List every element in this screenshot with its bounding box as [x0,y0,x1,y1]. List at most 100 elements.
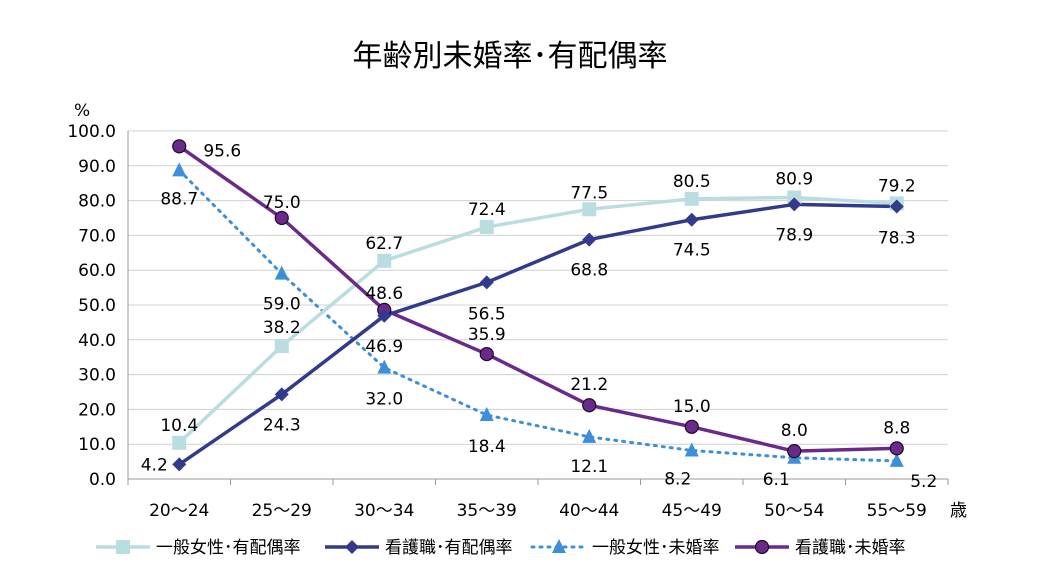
data-point-triangle [684,442,699,457]
y-tick-label: 100.0 [67,122,116,142]
legend-label: 一般女性･未婚率 [592,538,720,558]
data-label: 4.2 [141,455,168,475]
data-point-triangle [479,406,494,421]
data-label: 8.0 [781,421,808,441]
data-point-circle [172,139,187,154]
data-point-diamond [479,275,494,290]
data-point-diamond [377,308,392,323]
legend-marker-square [116,540,130,554]
data-point-triangle [377,359,392,374]
x-tick-label: 55〜59 [867,501,927,521]
legend-marker-circle [754,539,770,555]
x-axis-unit: 歳 [950,501,967,521]
legend-marker-diamond [345,540,359,554]
data-label: 21.2 [570,375,608,395]
data-point-square [377,253,392,268]
data-label: 10.4 [160,416,198,436]
x-tick-label: 25〜29 [252,501,312,521]
data-point-diamond [787,197,802,212]
data-label: 8.8 [883,418,910,438]
grid-lines [128,130,948,445]
y-tick-label: 0.0 [89,470,116,490]
data-label: 78.3 [878,229,916,249]
series-markers [172,139,904,472]
data-point-diamond [889,199,904,214]
data-label: 79.2 [878,176,916,196]
x-tick-label: 30〜34 [354,501,414,521]
data-point-triangle [582,428,597,443]
data-label: 24.3 [263,415,301,435]
y-tick-label: 70.0 [78,226,116,246]
y-tick-label: 30.0 [78,366,116,386]
data-point-square [274,339,289,354]
data-label: 38.2 [263,318,301,338]
y-tick-label: 80.0 [78,192,116,212]
legend-label: 看護職･有配偶率 [385,538,513,558]
y-tick-label: 90.0 [78,157,116,177]
data-label: 77.5 [570,183,608,203]
x-tick-label: 20〜24 [149,501,209,521]
y-tick-label: 50.0 [78,296,116,316]
x-tick-label: 50〜54 [764,501,824,521]
data-point-circle [582,398,597,413]
data-point-triangle [172,162,187,177]
data-label: 80.5 [673,172,711,192]
data-label: 56.5 [468,304,506,324]
data-point-triangle [274,265,289,280]
data-label: 75.0 [263,193,301,213]
series-line-1 [178,195,897,445]
legend-label: 看護職･未婚率 [795,538,906,558]
chart-title: 年齢別未婚率･有配偶率 [353,39,668,74]
y-tick-label: 20.0 [78,400,116,420]
series-lines [177,144,899,466]
data-point-square [582,202,597,217]
y-tick-label: 60.0 [78,261,116,281]
series-line-4 [178,144,897,453]
legend-marker-triangle [552,539,566,553]
y-tick-label: 40.0 [78,331,116,351]
data-point-diamond [684,212,699,227]
data-point-circle [684,419,699,434]
data-label: 46.9 [365,337,403,357]
data-label: 62.7 [365,234,403,254]
x-tick-label: 45〜49 [662,501,722,521]
data-label: 6.1 [763,470,790,490]
data-label: 59.0 [263,295,301,315]
data-label: 32.0 [365,390,403,410]
series-line-2 [178,202,897,466]
data-label: 48.6 [365,284,403,304]
data-label: 78.9 [775,225,813,245]
data-label: 88.7 [160,189,198,209]
legend-label: 一般女性･有配偶率 [156,538,301,558]
data-label: 74.5 [673,241,711,261]
data-point-square [479,220,494,235]
data-label: 68.8 [570,261,608,281]
data-point-diamond [582,232,597,247]
data-label: 18.4 [468,437,506,457]
data-point-circle [787,444,802,459]
data-label: 80.9 [775,169,813,189]
x-tick-label: 40〜44 [559,501,619,521]
data-point-square [684,191,699,206]
data-point-square [172,435,187,450]
data-point-triangle [889,452,904,467]
legend: 一般女性･有配偶率 看護職･有配偶率 一般女性･未婚率 看護職･未婚率 [96,538,906,558]
data-point-diamond [172,457,187,472]
data-label: 35.9 [468,325,506,345]
data-label: 12.1 [570,457,608,477]
series-line-3 [177,168,899,463]
data-point-circle [889,441,904,456]
data-label: 15.0 [673,397,711,417]
y-tick-label: 10.0 [78,435,116,455]
data-label: 72.4 [468,200,506,220]
data-point-circle [479,346,494,362]
data-point-circle [274,210,289,226]
data-point-diamond [274,387,289,402]
x-tick-label: 35〜39 [457,501,517,521]
data-label: 95.6 [203,141,241,161]
y-axis-unit: % [74,101,90,121]
data-labels: 10.4 38.2 62.7 72.4 77.5 80.5 80.9 79.2 4.2 24.3 4… [141,141,938,492]
axes: 0.0 10.0 20.0 30.0 40.0 50.0 60.0 70.0 80.0 90.0 1… [67,122,949,521]
